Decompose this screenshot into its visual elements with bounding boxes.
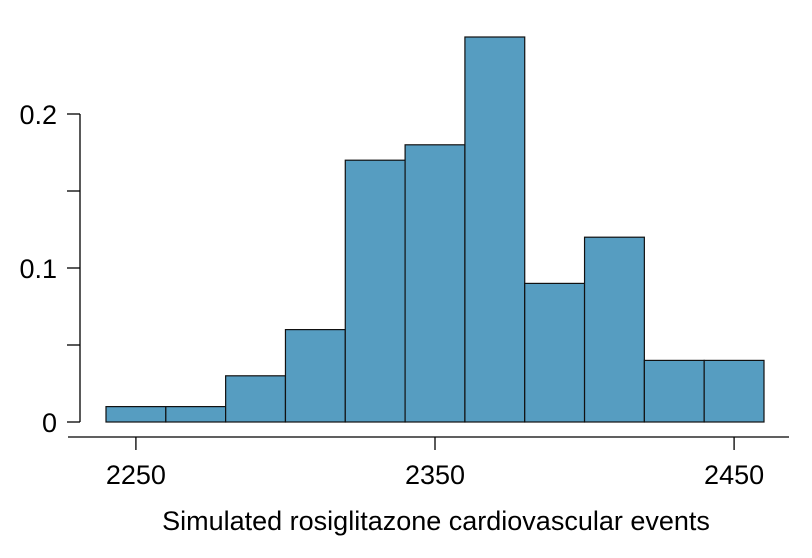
y-tick-label: 0.1 <box>19 254 57 284</box>
x-axis: 2250 2350 2450 <box>68 436 789 490</box>
histogram-bar-1 <box>165 406 227 423</box>
histogram-bar-6 <box>464 36 526 423</box>
x-axis-title: Simulated rosiglitazone cardiovascular e… <box>162 506 710 536</box>
bars-group <box>105 36 765 423</box>
y-tick-label: 0.2 <box>19 100 57 130</box>
histogram-bar-10 <box>703 359 765 423</box>
y-axis: 0 0.1 0.2 <box>19 100 81 438</box>
x-tick-label: 2250 <box>106 460 166 490</box>
histogram-bar-7 <box>524 282 586 423</box>
histogram-bar-2 <box>225 375 287 423</box>
x-tick-label: 2450 <box>704 460 764 490</box>
histogram-bar-3 <box>284 329 346 423</box>
x-tick-label: 2350 <box>405 460 465 490</box>
histogram-bar-0 <box>105 406 167 423</box>
histogram-bar-8 <box>583 236 645 423</box>
histogram-bar-4 <box>344 159 406 423</box>
histogram-bar-5 <box>404 144 466 423</box>
y-tick-label: 0 <box>42 408 57 438</box>
histogram-bar-9 <box>643 359 705 423</box>
